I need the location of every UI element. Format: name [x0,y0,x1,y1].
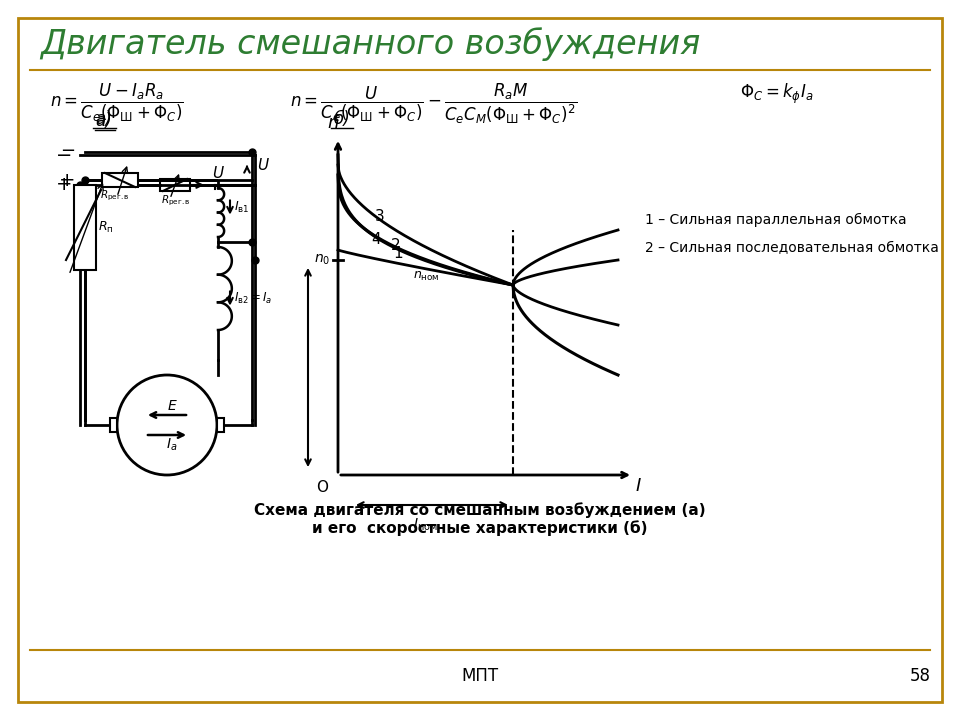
Text: а): а) [95,112,111,130]
Text: $I_{\rm в2} = I_a$: $I_{\rm в2} = I_a$ [234,291,273,306]
Text: $R_{\rm рег.в}$: $R_{\rm рег.в}$ [161,194,191,208]
Text: 1: 1 [394,246,403,261]
Text: $n_0$: $n_0$ [314,253,330,267]
Text: $R_{\rm рег.в}$: $R_{\rm рег.в}$ [100,189,130,203]
Text: $I_{\rm в1}$: $I_{\rm в1}$ [234,200,250,215]
Text: +: + [56,176,72,194]
Text: E: E [168,399,177,413]
Text: $n = \dfrac{U}{C_e(\Phi_{\rm Ш} + \Phi_C)} - \dfrac{R_a M}{C_e C_M(\Phi_{\rm Ш} : $n = \dfrac{U}{C_e(\Phi_{\rm Ш} + \Phi_C… [290,82,577,126]
Text: а): а) [95,110,111,128]
Bar [102,173,138,187]
Text: U: U [212,166,223,181]
Text: 1 – Сильная параллельная обмотка: 1 – Сильная параллельная обмотка [645,213,906,227]
Text: $n = \dfrac{U - I_a R_a}{C_e(\Phi_{\rm Ш} + \Phi_C)}$: $n = \dfrac{U - I_a R_a}{C_e(\Phi_{\rm Ш… [50,82,183,125]
Text: МПТ: МПТ [462,667,498,685]
Text: 2: 2 [391,238,401,253]
Bar [74,185,96,270]
Text: I: I [636,477,640,495]
Text: $n_{\rm ном}$: $n_{\rm ном}$ [413,270,440,283]
Text: $\Phi_C = k_\phi I_a$: $\Phi_C = k_\phi I_a$ [740,82,813,107]
Text: U: U [257,158,268,174]
Text: 2 – Сильная последовательная обмотка: 2 – Сильная последовательная обмотка [645,241,939,255]
Text: б): б) [333,110,349,128]
Text: n: n [327,114,339,132]
Text: Двигатель смешанного возбуждения: Двигатель смешанного возбуждения [40,27,701,61]
Text: 4: 4 [372,232,381,247]
Text: $I_a$: $I_a$ [166,437,178,454]
Text: −: − [56,145,72,164]
Text: и его  скоростные характеристики (б): и его скоростные характеристики (б) [312,520,648,536]
Circle shape [117,375,217,475]
Text: Схема двигателя со смешанным возбуждением (а): Схема двигателя со смешанным возбуждение… [254,502,706,518]
Text: −: − [60,142,75,160]
Bar [110,418,117,432]
Text: $R_{\rm п}$: $R_{\rm п}$ [98,220,113,235]
Text: +: + [59,171,75,189]
Text: 3: 3 [375,209,385,224]
Text: 58: 58 [909,667,930,685]
Text: $I_{\rm ном}$: $I_{\rm ном}$ [413,517,438,534]
Bar [217,418,224,432]
Bar [160,179,190,191]
Text: O: O [316,480,328,495]
